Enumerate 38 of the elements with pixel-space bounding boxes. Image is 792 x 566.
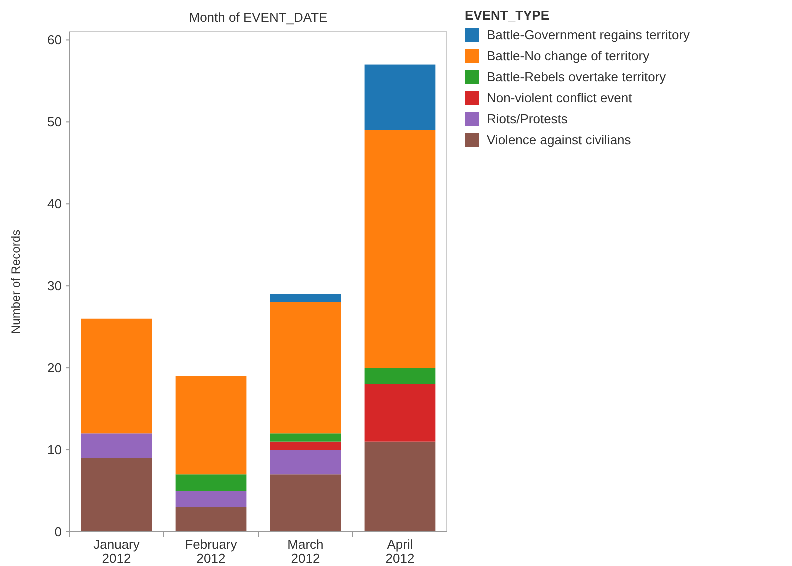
bar: [364, 368, 436, 384]
bar: [176, 491, 247, 508]
bar: [270, 302, 342, 434]
bar: [176, 474, 247, 492]
bar: [81, 434, 152, 458]
bar: [270, 442, 342, 450]
y-tick-label: 40: [48, 196, 62, 212]
legend-label: Battle-No change of territory: [487, 48, 650, 64]
bar: [364, 384, 436, 442]
bar: [270, 294, 342, 302]
legend-label: Riots/Protests: [487, 112, 568, 127]
x-tick-label: April 2012: [386, 537, 415, 566]
bar: [364, 64, 436, 130]
x-tick-label: January 2012: [94, 537, 140, 566]
bar: [81, 318, 152, 434]
bar: [176, 507, 247, 532]
chart-title: Month of EVENT_DATE: [189, 10, 328, 25]
bar: [364, 130, 436, 368]
y-tick-label: 20: [48, 360, 62, 376]
legend-label: Non-violent conflict event: [487, 90, 633, 106]
legend-label: Violence against civilians: [487, 132, 632, 148]
bar: [270, 474, 342, 532]
y-tick-label: 0: [54, 524, 62, 540]
y-tick-label: 30: [48, 278, 62, 294]
legend-label: Battle-Rebels overtake territory: [487, 70, 667, 85]
y-tick-label: 50: [48, 114, 62, 130]
legend-title: EVENT_TYPE: [465, 8, 550, 23]
legend-label: Battle-Government regains territory: [487, 28, 691, 43]
y-tick-label: 10: [48, 442, 62, 458]
y-axis-title: Number of Records: [9, 230, 23, 334]
bar: [364, 442, 436, 532]
bar: [81, 458, 152, 532]
bar: [270, 450, 342, 475]
bar: [270, 434, 342, 442]
bar: [176, 376, 247, 475]
y-tick-label: 60: [48, 32, 62, 48]
x-tick-label: February 2012: [185, 537, 238, 566]
x-tick-label: March 2012: [288, 537, 324, 566]
